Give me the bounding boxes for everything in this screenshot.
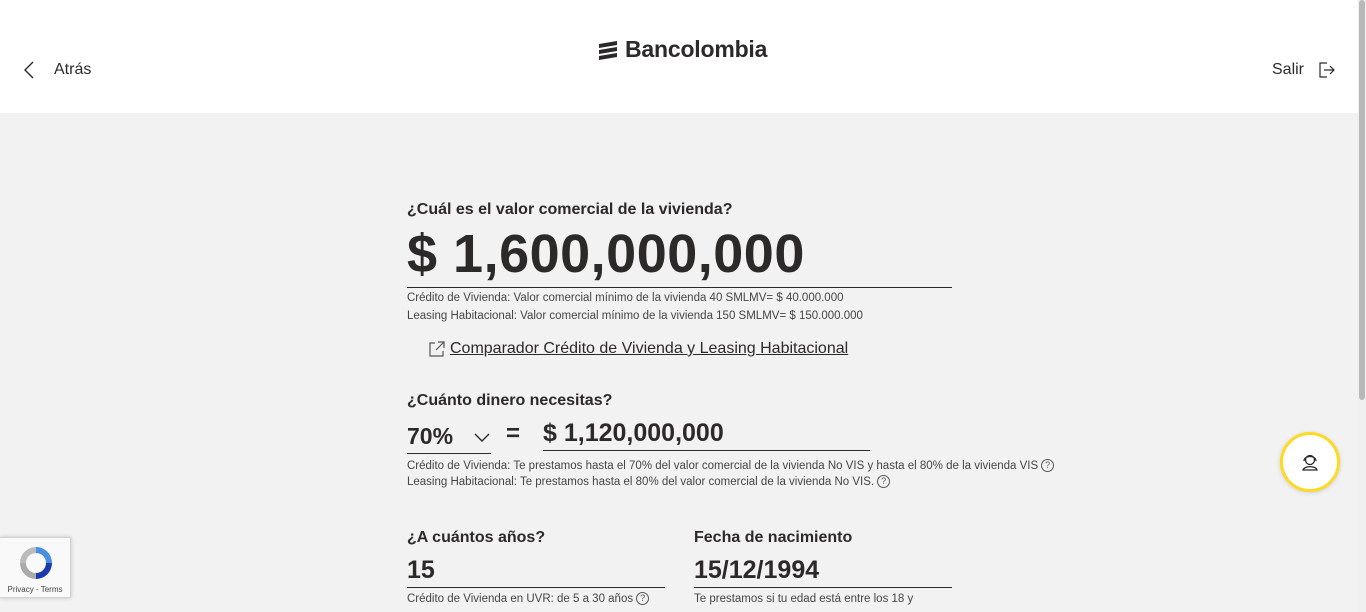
scrollbar-thumb[interactable]: [1359, 0, 1365, 400]
recaptcha-links[interactable]: Privacy - Terms: [7, 585, 63, 594]
loan-amount-value: $ 1,120,000,000: [543, 417, 870, 451]
logout-icon: [1319, 62, 1335, 78]
years-hint-text: Crédito de Vivienda en UVR: de 5 a 30 añ…: [407, 593, 634, 605]
birth-date-question: Fecha de nacimiento: [694, 529, 853, 546]
property-value-question: ¿Cuál es el valor comercial de la vivien…: [407, 201, 733, 218]
property-hint-leasing: Leasing Habitacional: Valor comercial mí…: [407, 310, 863, 322]
loan-hint-leasing-text: Leasing Habitacional: Te prestamos hasta…: [407, 476, 875, 488]
page-scrollbar[interactable]: [1358, 0, 1366, 612]
percent-value: 70%: [407, 423, 454, 449]
recaptcha-icon: [20, 547, 52, 579]
comparator-link[interactable]: Comparador Crédito de Vivienda y Leasing…: [428, 340, 848, 358]
recaptcha-badge[interactable]: Privacy - Terms: [0, 537, 71, 598]
back-button[interactable]: Atrás: [22, 60, 91, 80]
back-label: Atrás: [54, 61, 92, 78]
loan-question: ¿Cuánto dinero necesitas?: [407, 392, 613, 409]
property-hint-credit: Crédito de Vivienda: Valor comercial mín…: [407, 292, 844, 304]
top-bar: Atrás Bancolombia Salir: [0, 0, 1358, 113]
property-value-input[interactable]: $ 1,600,000,000: [407, 222, 952, 288]
years-question: ¿A cuántos años?: [407, 529, 546, 546]
exit-label: Salir: [1272, 61, 1305, 78]
bancolombia-logo: Bancolombia: [596, 36, 767, 63]
years-hint: Crédito de Vivienda en UVR: de 5 a 30 añ…: [407, 590, 650, 608]
loan-hint-leasing: Leasing Habitacional: Te prestamos hasta…: [407, 473, 891, 491]
brand-name: Bancolombia: [625, 36, 768, 62]
birth-date-input[interactable]: 15/12/1994: [694, 555, 952, 588]
question-circle-icon[interactable]: ?: [877, 475, 891, 489]
comparator-link-label: Comparador Crédito de Vivienda y Leasing…: [450, 340, 849, 357]
loan-hint-credit-text: Crédito de Vivienda: Te prestamos hasta …: [407, 460, 1039, 472]
birth-date-hint: Te prestamos si tu edad está entre los 1…: [694, 593, 914, 605]
percent-dropdown[interactable]: 70%: [407, 420, 491, 454]
years-input[interactable]: 15: [407, 555, 665, 588]
external-link-icon: [429, 341, 445, 357]
question-circle-icon[interactable]: ?: [1041, 459, 1055, 473]
question-circle-icon[interactable]: ?: [636, 592, 650, 606]
equals-sign: =: [506, 420, 521, 447]
loan-hint-credit: Crédito de Vivienda: Te prestamos hasta …: [407, 457, 1055, 475]
chevron-down-icon: [474, 433, 490, 442]
bancolombia-mark-icon: [599, 40, 617, 60]
support-chat-button[interactable]: [1280, 432, 1340, 492]
support-agent-icon: [1302, 454, 1318, 471]
chevron-left-icon: [24, 61, 34, 79]
exit-button[interactable]: Salir: [1272, 61, 1336, 79]
